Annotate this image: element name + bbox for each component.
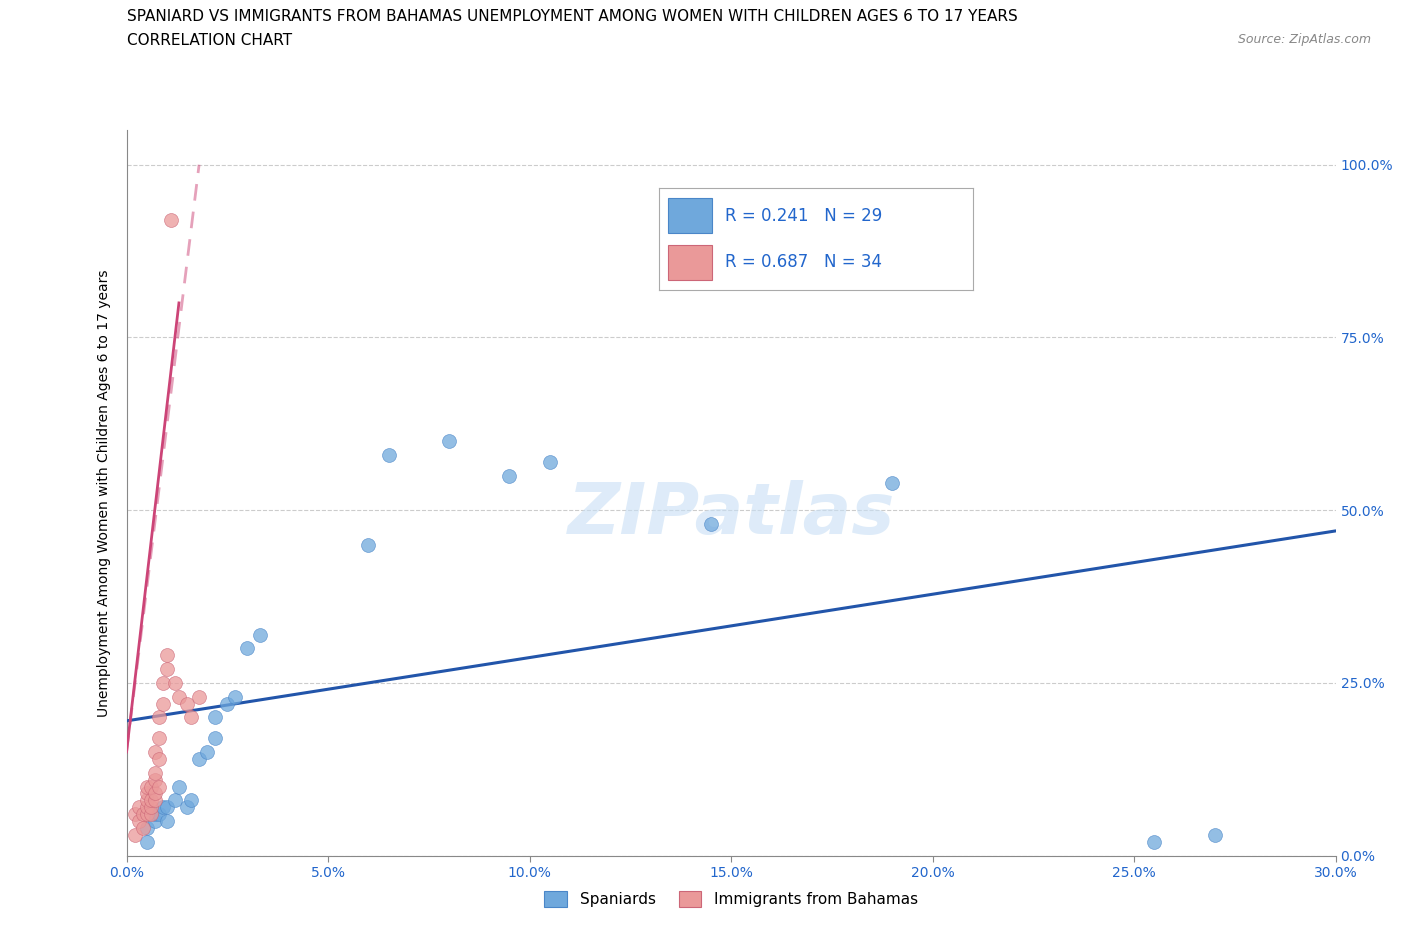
Point [538, 455, 561, 470]
Point [148, 779, 170, 794]
Point [143, 765, 166, 780]
Point [156, 648, 179, 663]
Point [143, 793, 166, 808]
Y-axis label: Unemployment Among Women with Children Ages 6 to 17 years: Unemployment Among Women with Children A… [97, 269, 111, 717]
Point [217, 697, 239, 711]
Point [139, 793, 162, 808]
Point [148, 731, 170, 746]
Point [124, 828, 146, 843]
Point [163, 793, 186, 808]
Point [224, 689, 246, 704]
Point [176, 697, 198, 711]
Point [152, 675, 174, 690]
Legend: Spaniards, Immigrants from Bahamas: Spaniards, Immigrants from Bahamas [538, 885, 924, 913]
Point [204, 710, 226, 724]
Point [437, 433, 460, 448]
Point [135, 800, 157, 815]
Point [128, 800, 150, 815]
Point [143, 772, 166, 787]
Point [357, 538, 380, 552]
Point [148, 806, 170, 821]
Point [167, 689, 190, 704]
Point [135, 806, 157, 821]
Point [131, 806, 153, 821]
Point [188, 751, 211, 766]
Point [135, 786, 157, 801]
Point [135, 834, 157, 849]
Point [139, 806, 162, 821]
Text: Source: ZipAtlas.com: Source: ZipAtlas.com [1237, 33, 1371, 46]
Point [135, 779, 157, 794]
Point [143, 806, 166, 821]
Point [176, 800, 198, 815]
Point [135, 793, 157, 808]
Point [180, 710, 202, 724]
Point [128, 814, 150, 829]
Point [156, 661, 179, 676]
Point [236, 641, 259, 656]
Point [377, 447, 399, 462]
Point [143, 814, 166, 829]
Point [204, 731, 226, 746]
Point [180, 793, 202, 808]
Point [148, 751, 170, 766]
Point [1143, 834, 1166, 849]
Point [148, 710, 170, 724]
Point [160, 213, 183, 228]
Point [188, 689, 211, 704]
Text: CORRELATION CHART: CORRELATION CHART [127, 33, 291, 47]
Text: SPANIARD VS IMMIGRANTS FROM BAHAMAS UNEMPLOYMENT AMONG WOMEN WITH CHILDREN AGES : SPANIARD VS IMMIGRANTS FROM BAHAMAS UNEM… [127, 9, 1018, 24]
Point [152, 800, 174, 815]
Point [156, 800, 179, 815]
Point [152, 697, 174, 711]
Point [1204, 828, 1226, 843]
Point [131, 820, 153, 835]
Point [143, 745, 166, 760]
Point [882, 475, 904, 490]
Point [498, 468, 520, 483]
Point [249, 627, 271, 642]
Point [163, 675, 186, 690]
Point [143, 786, 166, 801]
Point [156, 814, 179, 829]
Point [195, 745, 218, 760]
Point [135, 820, 157, 835]
Point [700, 516, 723, 531]
Point [167, 779, 190, 794]
Point [139, 779, 162, 794]
Text: ZIPatlas: ZIPatlas [568, 480, 894, 549]
Point [124, 806, 146, 821]
Point [139, 800, 162, 815]
